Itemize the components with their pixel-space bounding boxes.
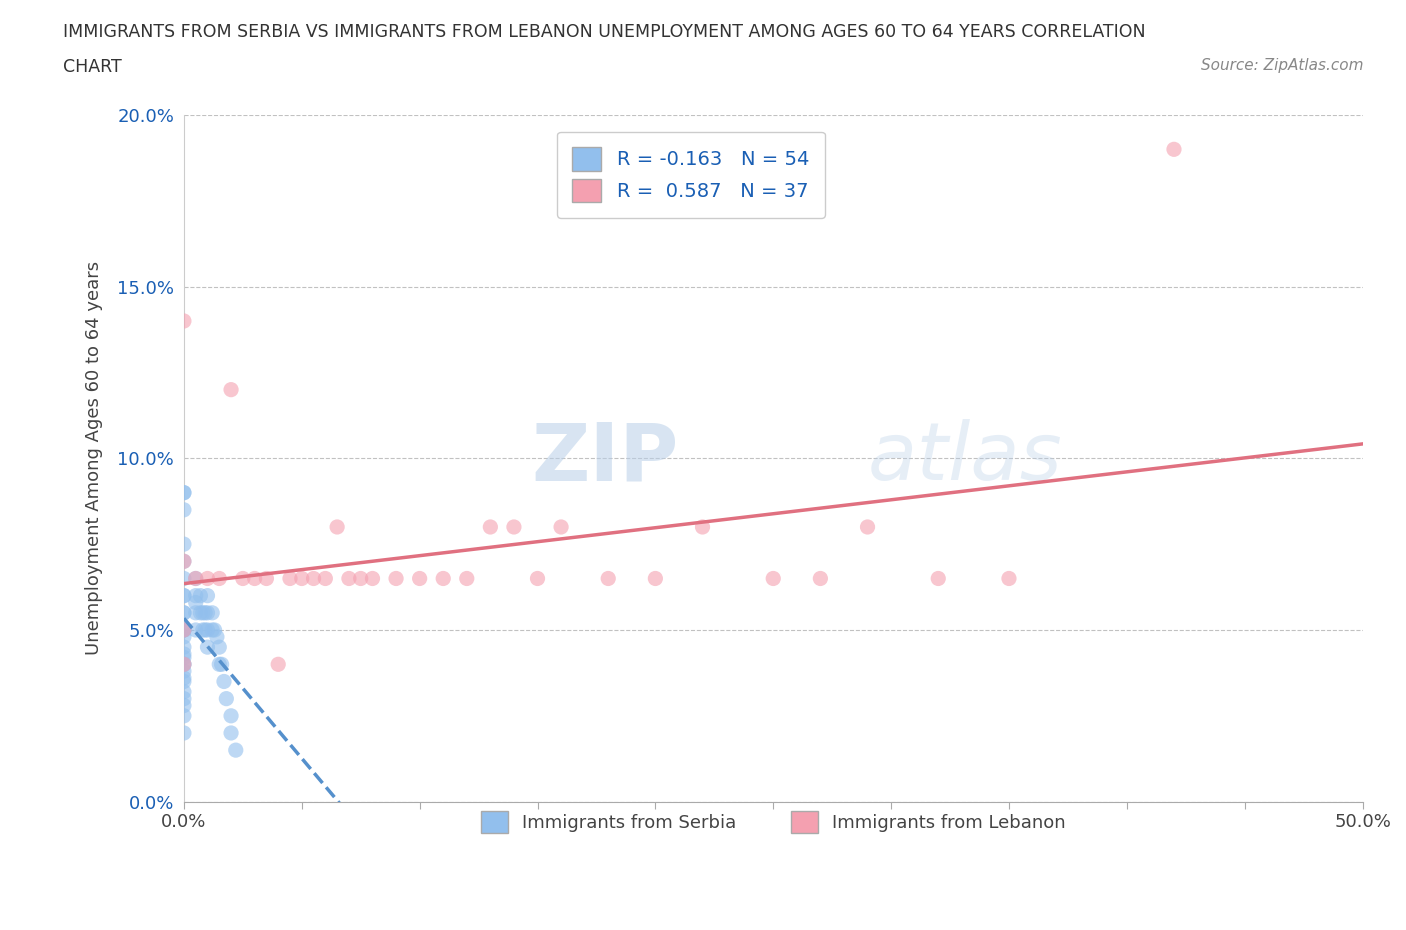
Point [191,622,214,637]
Point [598,571,620,586]
Y-axis label: Unemployment Among Ages 60 to 64 years: Unemployment Among Ages 60 to 64 years [86,261,103,656]
Point [254,571,277,586]
Point [225,743,247,758]
Point [173,691,195,706]
Text: ZIP: ZIP [531,419,679,498]
Point [173,571,195,586]
Point [173,313,195,328]
Point [243,571,266,586]
Point [197,571,219,586]
Point [173,622,195,637]
Point [503,520,526,535]
Text: atlas: atlas [868,419,1063,498]
Point [173,650,195,665]
Point [173,502,195,517]
Point [856,520,879,535]
Point [173,725,195,740]
Text: IMMIGRANTS FROM SERBIA VS IMMIGRANTS FROM LEBANON UNEMPLOYMENT AMONG AGES 60 TO : IMMIGRANTS FROM SERBIA VS IMMIGRANTS FRO… [63,23,1146,41]
Point [173,605,195,620]
Point [173,657,195,671]
Point [762,571,785,586]
Point [173,605,195,620]
Point [184,595,207,610]
Point [173,698,195,713]
Point [173,640,195,655]
Point [173,588,195,603]
Point [350,571,373,586]
Point [278,571,301,586]
Point [314,571,336,586]
Point [432,571,454,586]
Text: CHART: CHART [63,58,122,75]
Point [526,571,548,586]
Point [208,657,231,671]
Point [808,571,831,586]
Point [201,605,224,620]
Point [197,605,219,620]
Text: Source: ZipAtlas.com: Source: ZipAtlas.com [1201,58,1364,73]
Point [267,657,290,671]
Point [173,554,195,569]
Point [550,520,572,535]
Point [173,684,195,699]
Point [184,605,207,620]
Point [232,571,254,586]
Point [215,691,238,706]
Point [208,640,231,655]
Point [644,571,666,586]
Point [197,588,219,603]
Point [456,571,478,586]
Point [173,537,195,551]
Point [385,571,408,586]
Point [205,630,228,644]
Point [173,588,195,603]
Point [173,630,195,644]
Point [194,605,217,620]
Point [173,485,195,500]
Point [408,571,430,586]
Point [361,571,384,586]
Point [219,382,242,397]
Point [173,664,195,679]
Point [184,571,207,586]
Legend: Immigrants from Serbia, Immigrants from Lebanon: Immigrants from Serbia, Immigrants from … [467,797,1080,847]
Point [208,571,231,586]
Point [190,605,212,620]
Point [291,571,314,586]
Point [204,622,226,637]
Point [173,485,195,500]
Point [302,571,325,586]
Point [173,622,195,637]
Point [479,520,502,535]
Point [184,588,207,603]
Point [184,622,207,637]
Point [184,571,207,586]
Point [326,520,349,535]
Point [219,725,242,740]
Point [197,640,219,655]
Point [211,657,233,671]
Point [1163,142,1185,157]
Point [173,657,195,671]
Point [173,646,195,661]
Point [173,657,195,671]
Point [692,520,714,535]
Point [173,671,195,685]
Point [219,709,242,724]
Point [173,622,195,637]
Point [173,709,195,724]
Point [173,674,195,689]
Point [337,571,360,586]
Point [191,605,214,620]
Point [201,622,224,637]
Point [197,622,219,637]
Point [927,571,949,586]
Point [194,622,217,637]
Point [998,571,1021,586]
Point [190,588,212,603]
Point [173,622,195,637]
Point [212,674,235,689]
Point [173,554,195,569]
